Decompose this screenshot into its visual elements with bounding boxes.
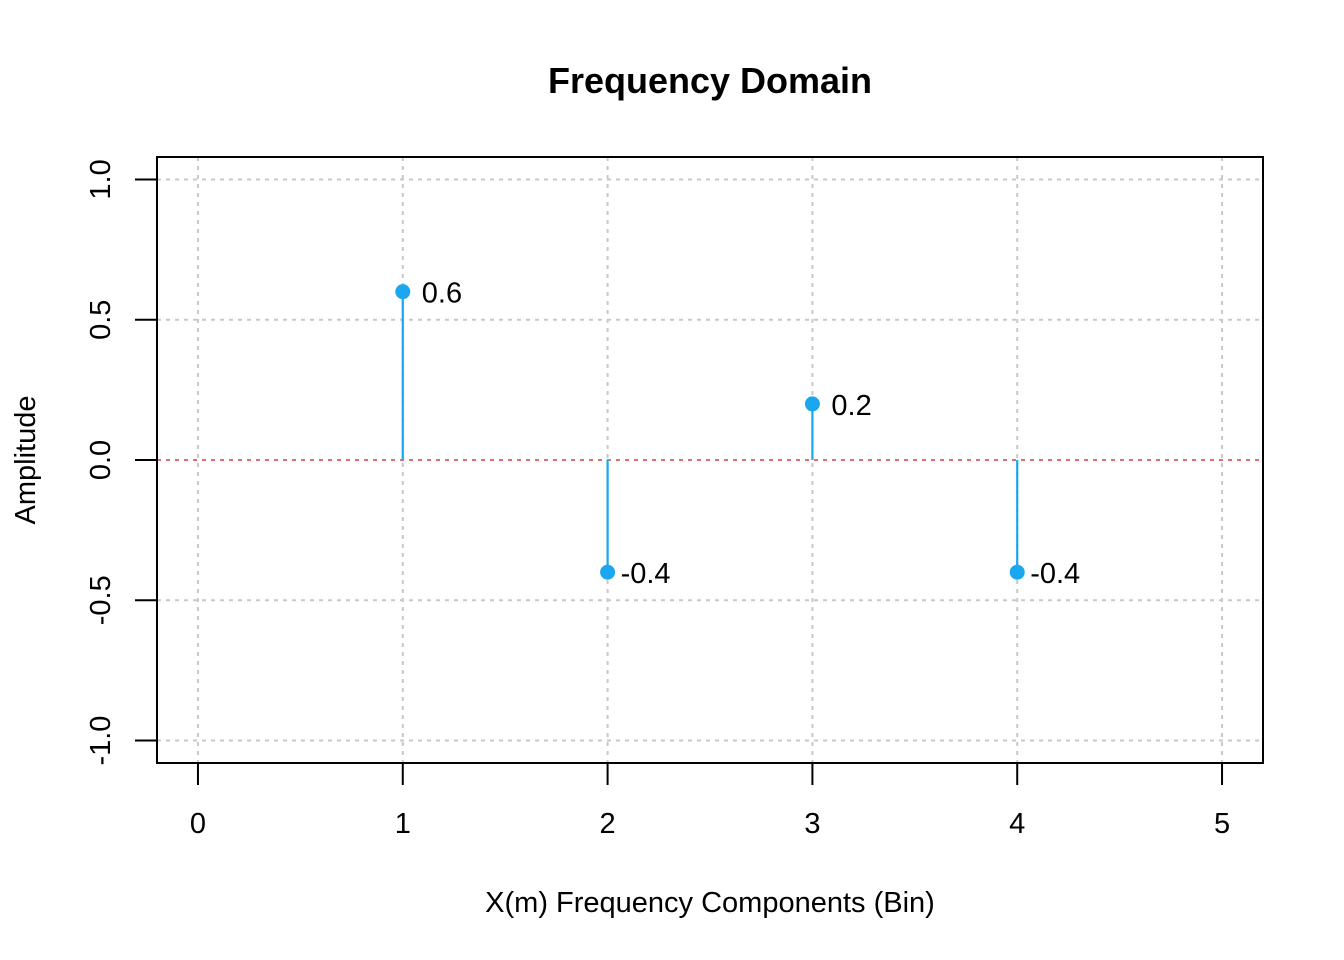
y-tick-label: 1.0: [85, 159, 117, 199]
x-axis: 0 1 2 3 4 5: [190, 763, 1230, 840]
data-label: -0.4: [1030, 558, 1080, 590]
y-tick-label: 0.0: [85, 440, 117, 480]
stem-marker: [804, 396, 820, 412]
x-tick-label: 1: [395, 808, 411, 840]
y-tick-label: 0.5: [85, 300, 117, 340]
y-axis-label: Amplitude: [10, 396, 42, 525]
x-tick-label: 0: [190, 808, 206, 840]
data-label: -0.4: [621, 558, 671, 590]
stem-marker: [1009, 564, 1025, 580]
data-label: 0.6: [422, 278, 462, 310]
x-axis-label: X(m) Frequency Components (Bin): [485, 887, 935, 919]
y-axis: -1.0 -0.5 0.0 0.5 1.0: [85, 159, 157, 766]
stem-marker: [395, 284, 411, 300]
x-tick-label: 3: [804, 808, 820, 840]
x-tick-label: 2: [600, 808, 616, 840]
y-tick-label: -1.0: [85, 716, 117, 766]
data-label: 0.2: [831, 390, 871, 422]
x-tick-label: 5: [1214, 808, 1230, 840]
x-tick-label: 4: [1009, 808, 1025, 840]
stems: 0.6 -0.4 0.2 -0.4: [395, 278, 1080, 590]
y-tick-label: -0.5: [85, 575, 117, 625]
stem-marker: [600, 564, 616, 580]
chart-title: Frequency Domain: [548, 60, 872, 101]
